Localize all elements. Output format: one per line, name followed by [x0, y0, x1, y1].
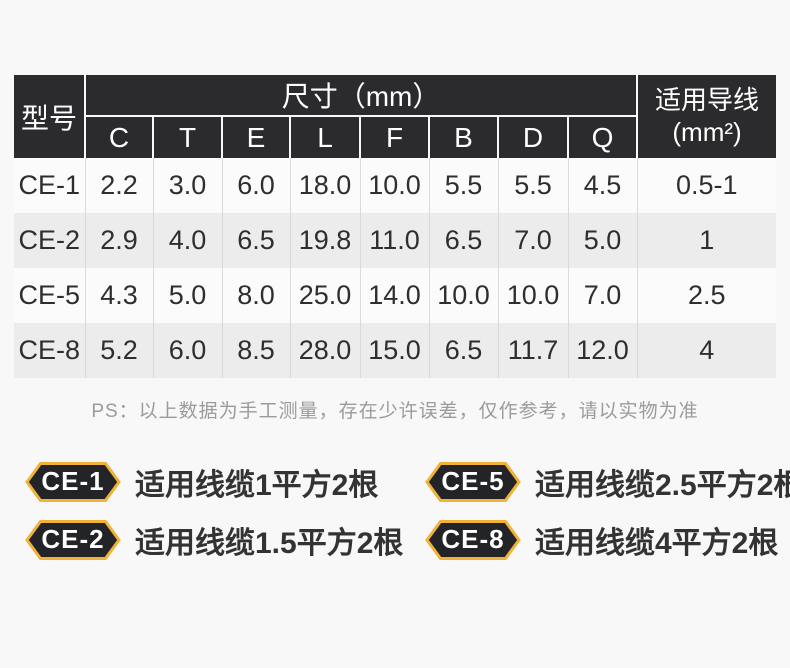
- table-cell: 3.0: [153, 158, 223, 213]
- badge-description: 适用线缆1平方2根: [135, 469, 379, 502]
- table-cell: 8.5: [222, 323, 291, 378]
- table-cell: 11.0: [360, 213, 430, 268]
- badge-row-ce2: CE-2 适用线缆1.5平方2根: [25, 519, 403, 561]
- dim-header-b: B: [429, 116, 499, 158]
- size-group-header: 尺寸（mm）: [85, 75, 638, 117]
- table-cell: 5.5: [429, 158, 499, 213]
- wire-cell: 0.5-1: [676, 170, 738, 200]
- badge-description: 适用线缆2.5平方2根: [535, 469, 790, 502]
- wire-cell: 2.5: [688, 280, 726, 310]
- table-cell: 4.5: [568, 158, 638, 213]
- model-cell: CE-2: [14, 213, 86, 268]
- dim-header-q: Q: [568, 116, 639, 158]
- table-cell: 6.0: [153, 323, 223, 378]
- badge-model-label: CE-2: [41, 523, 105, 554]
- table-cell: 5.0: [153, 268, 223, 323]
- hexagon-shape-icon: [425, 520, 521, 560]
- table-cell: 6.5: [429, 213, 499, 268]
- table-cell: 8.0: [222, 268, 291, 323]
- dim-header-t: T: [153, 116, 223, 158]
- wire-cell: 4: [699, 335, 715, 365]
- table-cell: 5.0: [568, 213, 638, 268]
- table-cell: 18.0: [290, 158, 361, 213]
- model-column-header: 型号: [14, 75, 86, 158]
- table-cell: 7.0: [498, 213, 569, 268]
- badge-model-label: CE-5: [441, 465, 505, 496]
- table-cell: 28.0: [290, 323, 361, 378]
- table-cell: 15.0: [360, 323, 430, 378]
- hexagon-badge: CE-5: [425, 461, 521, 503]
- hexagon-badge: CE-1: [25, 461, 121, 503]
- dim-header-f: F: [360, 116, 430, 158]
- table-cell: 10.0: [498, 268, 569, 323]
- table-cell: 11.7: [498, 323, 569, 378]
- hexagon-badge: CE-8: [425, 519, 521, 561]
- table-row-ce8: CE-8 5.2 6.0 8.5 28.0 15.0 6.5 11.7 12.0…: [14, 323, 777, 378]
- wire-header-line1: 适用导线: [655, 84, 760, 115]
- hexagon-shape-icon: [425, 462, 521, 502]
- table-cell: 6.0: [222, 158, 291, 213]
- table-cell: 19.8: [290, 213, 361, 268]
- dim-header-e: E: [222, 116, 291, 158]
- table-cell: 10.0: [429, 268, 499, 323]
- table-row-ce5: CE-5 4.3 5.0 8.0 25.0 14.0 10.0 10.0 7.0…: [14, 268, 777, 323]
- badge-row-ce8: CE-8 适用线缆4平方2根: [425, 519, 778, 561]
- table-cell: 5.5: [498, 158, 569, 213]
- badge-model-label: CE-8: [441, 523, 505, 554]
- table-cell: 6.5: [429, 323, 499, 378]
- model-cell: CE-1: [14, 158, 86, 213]
- table-cell: 10.0: [360, 158, 430, 213]
- table-cell: 5.2: [85, 323, 154, 378]
- wire-column-header: 适用导线 (mm²): [636, 75, 777, 158]
- table-cell: 7.0: [568, 268, 638, 323]
- badge-row-ce1: CE-1 适用线缆1平方2根: [25, 461, 378, 503]
- table-cell: 2.2: [85, 158, 154, 213]
- table-cell: 12.0: [568, 323, 638, 378]
- measurement-disclaimer-note: PS：以上数据为手工测量，存在少许误差，仅作参考，请以实物为准: [91, 401, 699, 422]
- spec-table: 型号 尺寸（mm） 适用导线 (mm²) C T E L F B D Q CE-…: [14, 75, 777, 378]
- table-row-ce1: CE-1 2.2 3.0 6.0 18.0 10.0 5.5 5.5 4.5 0…: [14, 158, 777, 213]
- table-row-ce2: CE-2 2.9 4.0 6.5 19.8 11.0 6.5 7.0 5.0 1: [14, 213, 777, 268]
- wire-header-line2: (mm²): [672, 116, 742, 147]
- table-cell: 2.9: [85, 213, 154, 268]
- dim-header-c: C: [85, 116, 154, 158]
- dim-header-d: D: [498, 116, 569, 158]
- dim-header-l: L: [290, 116, 361, 158]
- model-cell: CE-5: [14, 268, 86, 323]
- model-cell: CE-8: [14, 323, 86, 378]
- table-cell: 14.0: [360, 268, 430, 323]
- table-cell: 4.3: [85, 268, 154, 323]
- badge-description: 适用线缆1.5平方2根: [135, 527, 404, 560]
- wire-cell: 1: [699, 225, 715, 255]
- table-cell: 6.5: [222, 213, 291, 268]
- hexagon-badge: CE-2: [25, 519, 121, 561]
- badge-row-ce5: CE-5 适用线缆2.5平方2根: [425, 461, 790, 503]
- hexagon-shape-icon: [25, 520, 121, 560]
- badge-description: 适用线缆4平方2根: [535, 527, 779, 560]
- hexagon-shape-icon: [25, 462, 121, 502]
- table-cell: 4.0: [153, 213, 223, 268]
- table-cell: 25.0: [290, 268, 361, 323]
- badge-model-label: CE-1: [41, 465, 105, 496]
